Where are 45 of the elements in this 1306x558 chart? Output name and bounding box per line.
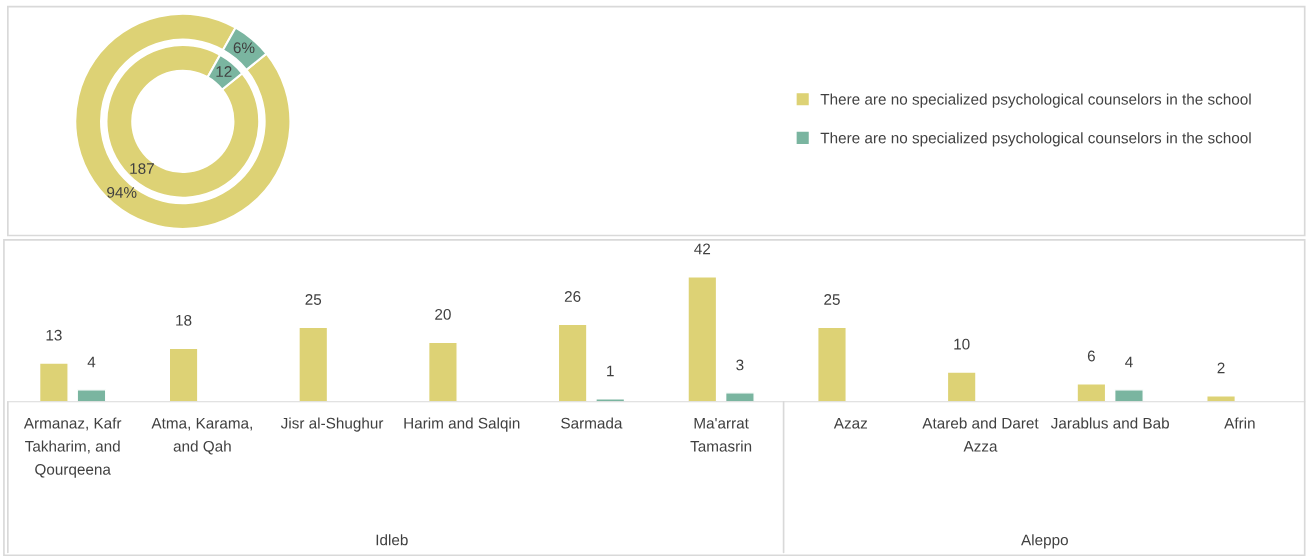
bar (946, 371, 977, 402)
data-label: 6 (1087, 350, 1095, 362)
x-tick-label: Jisr al-Shughur (280, 417, 384, 432)
bar (1076, 383, 1107, 402)
data-label: 25 (305, 294, 322, 305)
text: Idleb (376, 534, 408, 546)
x-tick-label: Ma'arrat Tamasrin (690, 417, 752, 452)
bar (817, 326, 847, 402)
x-tick-label: Afrin (1224, 417, 1255, 429)
data-label: 12 (216, 66, 232, 77)
data-label: 42 (694, 243, 711, 255)
bar (38, 362, 69, 402)
bar (1206, 395, 1237, 402)
data-label: 3 (736, 359, 744, 371)
data-label: 1 (607, 365, 614, 377)
x-tick-label: Atareb and Daret Azza (922, 417, 1039, 452)
bar (557, 323, 588, 402)
data-label: 6% (233, 42, 255, 54)
data-label: 13 (46, 329, 62, 341)
x-tick-label: Harim and Salqin (404, 417, 520, 432)
legend-label: There are no specialized psychological counselors in the school (820, 132, 1251, 147)
data-label: 94% (107, 186, 137, 198)
data-label: 18 (176, 314, 192, 326)
bar (168, 347, 199, 402)
x-tick-label: Armanaz, Kafr Takharim, and Qourqeena (23, 417, 122, 478)
bar (1114, 389, 1144, 402)
x-tick-label: Sarmada (561, 417, 623, 429)
data-label: 20 (435, 308, 451, 320)
data-label: 10 (954, 338, 970, 350)
bar (687, 276, 718, 402)
bar (76, 389, 107, 402)
data-label: 187 (130, 163, 154, 174)
data-label: 4 (87, 356, 96, 368)
data-label: 2 (1217, 362, 1225, 374)
x-tick-label: Jarablus and Bab (1050, 417, 1169, 429)
text: Aleppo (1021, 534, 1068, 549)
x-tick-label: Azaz (833, 417, 868, 429)
bar (427, 341, 458, 402)
data-label: 4 (1125, 356, 1133, 368)
x-tick-label: Atma, Karama, and Qah (151, 417, 252, 455)
data-label: 26 (564, 291, 581, 302)
bar (298, 326, 329, 402)
data-label: 25 (824, 294, 840, 305)
bar (724, 392, 755, 402)
legend-label: There are no specialized psychological counselors in the school (820, 93, 1251, 108)
